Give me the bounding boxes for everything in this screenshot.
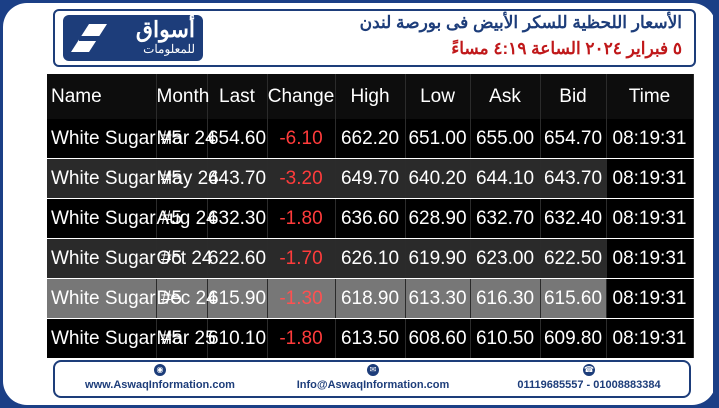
right-edge-stripe [713,0,719,408]
col-header-low: Low [405,74,471,119]
footer-email[interactable]: ✉ Info@AswaqInformation.com [273,364,473,391]
cell-month: Dec 24 [156,278,217,319]
cell-ask: 623.00 [470,238,541,279]
cell-time: 08:19:31 [606,198,694,239]
cell-bid: 632.40 [540,198,607,239]
contact-footer: ◉ www.AswaqInformation.com ✉ Info@AswaqI… [53,360,691,398]
table-header-row: Name Month Last Change High Low Ask Bid … [47,74,694,119]
cell-last: 622.60 [207,238,268,279]
cell-change: -1.80 [267,198,336,239]
logo-text: أسواق [135,17,195,42]
cell-last: 654.60 [207,119,268,159]
table-row: White Sugar #5 Mar 24 654.60 -6.10 662.2… [47,119,694,159]
cell-name: White Sugar #5 [47,238,182,279]
cell-change: -3.20 [267,158,336,199]
cell-month: Oct 24 [156,238,212,279]
price-card: أسواق للمعلومات الأسعار اللحظية للسكر ال… [3,3,716,405]
cell-time: 08:19:31 [606,318,694,359]
cell-high: 626.10 [335,238,406,279]
cell-time: 08:19:31 [606,158,694,199]
cell-high: 636.60 [335,198,406,239]
cell-high: 613.50 [335,318,406,359]
email-icon: ✉ [367,364,379,376]
col-header-bid: Bid [540,74,607,119]
website-link[interactable]: www.AswaqInformation.com [85,379,235,391]
col-header-month: Month [156,74,209,119]
aswaq-logo: أسواق للمعلومات [63,15,203,61]
cell-change: -6.10 [267,119,336,159]
cell-month: Mar 25 [156,318,216,359]
logo-subtext: للمعلومات [143,42,195,56]
col-header-high: High [335,74,406,119]
cell-last: 615.90 [207,278,268,319]
cell-name: White Sugar #5 [47,119,182,159]
cell-high: 649.70 [335,158,406,199]
phone-icon: ☎ [583,364,595,376]
cell-name: White Sugar #5 [47,278,182,319]
col-header-last: Last [207,74,268,119]
cell-ask: 616.30 [470,278,541,319]
cell-name: White Sugar #5 [47,158,182,199]
cell-time: 08:19:31 [606,238,694,279]
cell-high: 618.90 [335,278,406,319]
cell-low: 619.90 [405,238,471,279]
cell-time: 08:19:31 [606,278,694,319]
cell-last: 610.10 [207,318,268,359]
cell-last: 632.30 [207,198,268,239]
logo-icon [71,24,107,52]
cell-low: 640.20 [405,158,471,199]
cell-bid: 615.60 [540,278,607,319]
col-header-name: Name [47,74,157,119]
globe-icon: ◉ [154,364,166,376]
cell-last: 643.70 [207,158,268,199]
cell-ask: 644.10 [470,158,541,199]
cell-bid: 622.50 [540,238,607,279]
cell-ask: 610.50 [470,318,541,359]
header-box: أسواق للمعلومات الأسعار اللحظية للسكر ال… [53,9,696,67]
cell-change: -1.80 [267,318,336,359]
cell-ask: 632.70 [470,198,541,239]
col-header-ask: Ask [470,74,541,119]
cell-low: 628.90 [405,198,471,239]
footer-website[interactable]: ◉ www.AswaqInformation.com [65,364,255,391]
phone-numbers: 01119685557 - 01008883384 [517,379,661,391]
email-link[interactable]: Info@AswaqInformation.com [296,379,450,391]
prices-table: Name Month Last Change High Low Ask Bid … [47,74,694,359]
table-row: White Sugar #5 Oct 24 622.60 -1.70 626.1… [47,238,694,279]
cell-low: 651.00 [405,119,471,159]
cell-high: 662.20 [335,119,406,159]
col-header-change: Change [267,74,336,119]
cell-low: 608.60 [405,318,471,359]
cell-change: -1.30 [267,278,336,319]
table-row: White Sugar #5 Dec 24 615.90 -1.30 618.9… [47,278,694,319]
table-row: White Sugar #5 May 24 643.70 -3.20 649.7… [47,158,694,199]
cell-bid: 609.80 [540,318,607,359]
date-time-title: ٥ فبراير ٢٠٢٤ الساعة ٤:١٩ مساءً [451,39,682,58]
table-row: White Sugar #5 Mar 25 610.10 -1.80 613.5… [47,318,694,359]
cell-bid: 643.70 [540,158,607,199]
cell-change: -1.70 [267,238,336,279]
cell-low: 613.30 [405,278,471,319]
cell-name: White Sugar #5 [47,318,182,359]
footer-phone: ☎ 01119685557 - 01008883384 [491,364,687,391]
cell-bid: 654.70 [540,119,607,159]
cell-month: May 24 [156,158,219,199]
page-title: الأسعار اللحظية للسكر الأبيض فى بورصة لن… [359,13,682,32]
cell-month: Mar 24 [156,119,216,159]
cell-time: 08:19:31 [606,119,694,159]
cell-name: White Sugar #5 [47,198,182,239]
cell-month: Aug 24 [156,198,217,239]
cell-ask: 655.00 [470,119,541,159]
table-row: White Sugar #5 Aug 24 632.30 -1.80 636.6… [47,198,694,239]
col-header-time: Time [606,74,694,119]
